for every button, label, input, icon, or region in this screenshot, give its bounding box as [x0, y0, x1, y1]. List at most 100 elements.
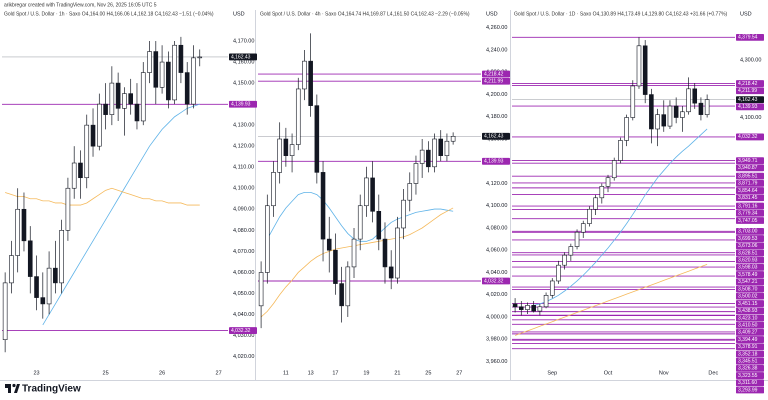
candle-body: [53, 267, 58, 284]
level-label: 3,628.51: [738, 250, 758, 256]
level-label: 4,139.93: [738, 104, 758, 110]
candle-body: [27, 240, 33, 277]
candle-body: [326, 238, 332, 251]
y-tick-label: 4,110.00: [233, 165, 254, 171]
level-label-box: [736, 179, 764, 187]
moving-average: [514, 263, 708, 336]
y-tick-label: 3,980.00: [486, 337, 507, 343]
level-label: 3,699.53: [738, 236, 758, 242]
candle-body: [587, 208, 592, 224]
y-tick-label: 4,150.00: [233, 81, 254, 87]
y-tick-label: 4,020.00: [486, 292, 507, 298]
y-tick-label: 4,060.00: [233, 270, 254, 276]
level-label-box: [736, 217, 764, 224]
level-label: 3,311.60: [738, 380, 757, 386]
level-label: 3,438.93: [738, 308, 758, 314]
level-label-box: [736, 357, 764, 365]
level-label: 3,326.38: [738, 366, 758, 372]
y-tick-label: 4,000.00: [486, 314, 507, 320]
x-tick-label: 27: [216, 370, 222, 376]
level-label-box: [736, 263, 764, 271]
candle-body: [271, 172, 276, 207]
candle-body: [339, 283, 344, 307]
candle-body: [71, 162, 77, 189]
level-label: 3,508.70: [738, 286, 758, 292]
y-tick-label: 4,050.00: [233, 291, 254, 297]
level-label: 3,895.51: [738, 173, 758, 179]
candle-body: [395, 227, 400, 279]
candle-body: [419, 149, 425, 164]
level-label: 3,940.87: [738, 165, 758, 171]
candle-body: [593, 197, 598, 210]
candle-body: [649, 94, 654, 130]
level-label-box: [736, 256, 764, 264]
candle-body: [444, 140, 450, 156]
last-price-label-box: [736, 96, 764, 104]
candle-body: [680, 111, 685, 118]
level-label-box: [736, 350, 764, 358]
candle-body: [525, 305, 530, 310]
level-label: 4,218.42: [484, 71, 504, 77]
level-label-box: [736, 194, 764, 202]
candle-body: [364, 177, 369, 207]
level-label-box: [229, 327, 257, 334]
level-label: 3,949.71: [738, 158, 758, 164]
level-label-box: [736, 364, 764, 372]
last-price-label-box: [482, 132, 510, 140]
candle-body: [568, 246, 574, 256]
level-label-box: [736, 321, 764, 329]
last-price-label-box: [229, 53, 257, 61]
candle-body: [432, 138, 437, 168]
level-label: 3,831.45: [738, 195, 758, 201]
x-tick-label: 25: [103, 370, 109, 376]
candle-body: [580, 223, 586, 233]
level-label: 4,032.32: [231, 328, 251, 334]
candle-body: [673, 105, 679, 118]
level-label-box: [736, 292, 764, 300]
level-label-box: [736, 300, 764, 307]
y-tick-label: 4,120.00: [486, 181, 507, 187]
x-tick-label: 21: [394, 370, 400, 376]
level-label-box: [736, 172, 764, 180]
level-label-box: [736, 103, 764, 111]
candle-body: [333, 249, 338, 284]
candle-body: [147, 51, 152, 73]
candle-body: [184, 72, 190, 105]
candle-body: [618, 140, 623, 161]
level-label: 3,394.49: [738, 337, 758, 343]
level-label: 3,747.05: [738, 218, 758, 224]
candle-body: [574, 231, 580, 247]
candle-body: [624, 117, 629, 141]
y-tick-label: 4,240.00: [486, 47, 507, 53]
level-label-box: [736, 242, 764, 250]
x-tick-label: 27: [456, 370, 462, 376]
y-tick-label: 4,300.00: [740, 58, 761, 64]
candle-body: [140, 72, 146, 122]
last-price-label: 4,162.43: [738, 97, 758, 103]
candle-body: [78, 162, 83, 179]
candle-body: [277, 138, 282, 173]
candle-body: [450, 136, 456, 142]
currency: USD: [740, 11, 752, 17]
y-tick-label: 3,960.00: [486, 359, 507, 365]
level-label-box: [736, 336, 764, 343]
moving-average: [533, 128, 708, 306]
level-label-box: [736, 328, 764, 336]
x-tick-label: 26: [159, 370, 165, 376]
candle-body: [407, 183, 413, 201]
candle-body: [84, 124, 90, 179]
candle-body: [667, 105, 673, 127]
last-price-label: 4,162.43: [231, 54, 251, 60]
credit: arikbregar created with TradingView.com,…: [4, 2, 157, 8]
y-tick-label: 4,180.00: [486, 114, 507, 120]
candle-body: [636, 45, 642, 87]
y-tick-label: 4,100.00: [740, 115, 761, 121]
candle-body: [655, 114, 660, 130]
y-tick-label: 4,200.00: [486, 92, 507, 98]
level-label-box: [736, 271, 764, 278]
chart-panel: Gold Spot / U.S. Dollar · 4h · Saxo O4,1…: [258, 11, 510, 376]
candle-body: [320, 172, 326, 240]
level-label: 4,379.54: [738, 35, 758, 41]
level-label: 3,598.03: [738, 265, 758, 271]
x-tick-label: 17: [332, 370, 338, 376]
